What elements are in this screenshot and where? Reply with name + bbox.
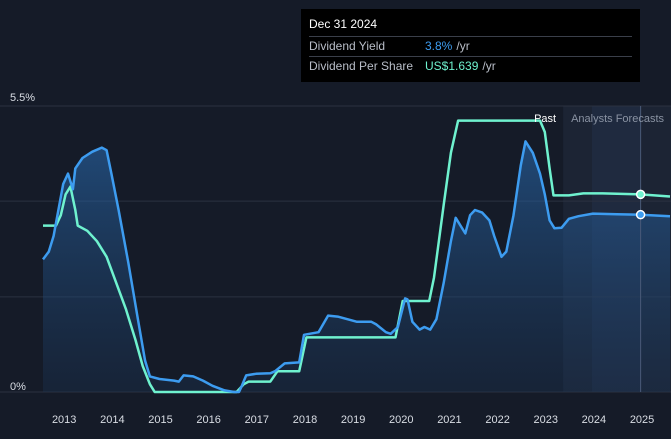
x-tick-label: 2019 bbox=[341, 414, 365, 426]
yield-marker-point[interactable] bbox=[635, 209, 646, 220]
tooltip-dps-label: Dividend Per Share bbox=[309, 59, 414, 73]
tooltip-yield-label: Dividend Yield bbox=[309, 39, 386, 53]
forecast-region-label: Analysts Forecasts bbox=[571, 113, 664, 125]
dividend-yield-area bbox=[43, 141, 670, 392]
tooltip-dps-value: US$1.639 bbox=[425, 59, 479, 73]
x-tick-label: 2024 bbox=[582, 414, 606, 426]
x-tick-label: 2025 bbox=[630, 414, 654, 426]
tooltip-yield-value: 3.8% bbox=[425, 39, 453, 53]
x-tick-label: 2014 bbox=[100, 414, 124, 426]
y-axis-ticks: 5.5% 0% bbox=[10, 92, 35, 393]
dividend-per-share-line bbox=[43, 119, 671, 394]
tooltip-yield-unit: /yr bbox=[456, 39, 470, 53]
tooltip-row-dps: Dividend Per Share US$1.639 /yr bbox=[309, 56, 632, 76]
x-tick-label: 2020 bbox=[389, 414, 413, 426]
y-tick-label: 0% bbox=[10, 381, 26, 393]
x-tick-label: 2022 bbox=[485, 414, 509, 426]
dps-marker-point[interactable] bbox=[635, 189, 646, 200]
x-tick-label: 2015 bbox=[148, 414, 172, 426]
tooltip-dps-unit: /yr bbox=[482, 59, 496, 73]
x-axis-ticks: 2013 2014 2015 2016 2017 2018 2019 2020 2021 2022… bbox=[52, 414, 654, 426]
tooltip-date: Dec 31 2024 bbox=[309, 17, 378, 31]
dividend-yield-line bbox=[41, 140, 671, 394]
x-tick-label: 2016 bbox=[196, 414, 220, 426]
x-tick-label: 2013 bbox=[52, 414, 76, 426]
tooltip-row-yield: Dividend Yield 3.8% /yr bbox=[309, 36, 632, 56]
tooltip-panel: Dec 31 2024 Dividend Yield 3.8% /yr Divi… bbox=[301, 9, 640, 82]
x-tick-label: 2023 bbox=[534, 414, 558, 426]
y-tick-label: 5.5% bbox=[10, 92, 35, 104]
past-region-label: Past bbox=[534, 113, 556, 125]
x-tick-label: 2018 bbox=[293, 414, 317, 426]
x-tick-label: 2021 bbox=[437, 414, 461, 426]
x-tick-label: 2017 bbox=[245, 414, 269, 426]
